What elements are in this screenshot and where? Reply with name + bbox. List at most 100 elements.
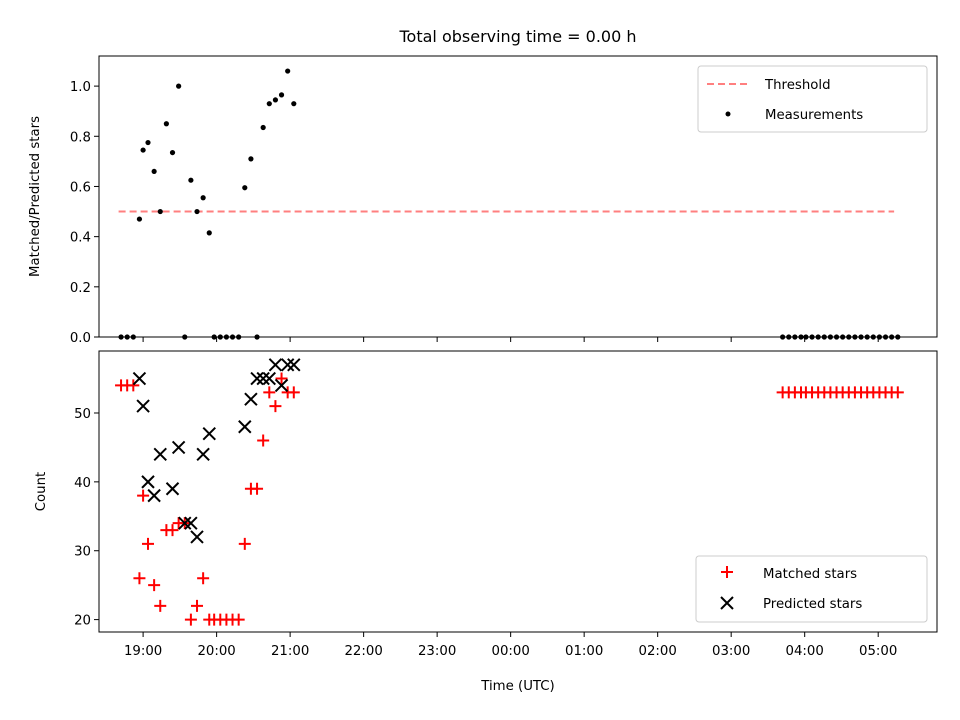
count-legend-box [695, 555, 928, 623]
ratio-panel-frame [98, 55, 938, 338]
ratio-y-ticks: 0.0 0.2 0.4 0.6 0.8 1.0 [70, 80, 99, 346]
matched-star-point [232, 613, 245, 626]
matched-star-point [166, 524, 179, 537]
predicted-star-point [196, 447, 210, 462]
measurement-point [188, 177, 194, 183]
x-tick-label: 23:00 [418, 644, 456, 659]
x-axis-label: Time (UTC) [480, 679, 555, 694]
measurement-point [200, 195, 206, 201]
matched-star-point [137, 489, 150, 502]
predicted-star-point [132, 371, 147, 386]
matched-stars-legend-swatch [721, 566, 733, 578]
measurement-point [291, 101, 297, 107]
y-tick-label: 50 [74, 407, 91, 422]
threshold-legend-label: Threshold [764, 78, 831, 93]
y-tick-label: 0.6 [70, 180, 91, 195]
measurement-point [169, 149, 176, 156]
ratio-panel: 0.0 0.2 0.4 0.6 0.8 1.0 Matched/Predicted sta… [28, 55, 938, 346]
ratio-x-ticks [142, 337, 879, 342]
y-tick-label: 1.0 [70, 80, 91, 95]
measurement-point [242, 185, 248, 191]
chart-title: Total observing time = 0.00 h [398, 27, 636, 46]
matched-star-point [269, 400, 282, 413]
y-tick-label: 20 [74, 614, 91, 629]
matched-star-point [197, 572, 210, 585]
predicted-star-point [274, 378, 289, 393]
measurement-point [136, 216, 143, 222]
measurement-point [151, 168, 157, 175]
measurement-point [140, 147, 146, 153]
predicted-stars-legend-label: Predicted stars [763, 597, 862, 612]
predicted-star-point [184, 516, 198, 530]
x-tick-label: 04:00 [786, 644, 824, 659]
x-tick-label: 05:00 [859, 644, 897, 659]
predicted-star-point [190, 530, 204, 544]
matched-star-point [275, 372, 288, 385]
measurement-point [157, 208, 163, 215]
measurement-point [176, 83, 182, 89]
count-legend: Matched stars Predicted stars [695, 555, 928, 623]
ratio-legend-box [697, 65, 928, 133]
measurement-point [194, 208, 200, 215]
matched-star-point [891, 386, 904, 399]
predicted-star-point [178, 516, 192, 530]
y-tick-label: 30 [74, 545, 91, 560]
predicted-star-point [141, 475, 155, 489]
measurement-point [278, 92, 285, 98]
measurement-point [260, 124, 266, 131]
predicted-star-point [165, 482, 180, 496]
matched-star-point [251, 482, 264, 495]
matched-stars-series [115, 372, 904, 626]
measurements-legend-swatch [725, 111, 731, 117]
predicted-stars-series [132, 358, 301, 544]
matched-star-point [148, 579, 161, 592]
y-tick-label: 0.2 [70, 281, 91, 296]
matched-star-point [287, 386, 300, 399]
y-tick-label: 0.8 [70, 130, 91, 145]
predicted-star-point [202, 426, 216, 441]
predicted-star-point [147, 488, 161, 503]
matched-star-point [263, 386, 276, 399]
measurement-point [248, 156, 254, 162]
predicted-stars-legend-swatch [720, 596, 734, 610]
matched-star-point [127, 379, 140, 392]
y-tick-label: 0.0 [70, 331, 91, 346]
x-tick-label: 03:00 [712, 644, 750, 659]
predicted-star-point [287, 358, 301, 372]
predicted-star-point [171, 440, 186, 455]
measurement-point [272, 97, 279, 103]
x-tick-label: 01:00 [565, 644, 603, 659]
predicted-star-point [153, 447, 167, 462]
x-tick-label: 02:00 [639, 644, 677, 659]
predicted-star-point [262, 371, 277, 386]
measurement-point [206, 230, 212, 236]
predicted-star-point [256, 371, 270, 386]
matched-star-point [154, 599, 167, 612]
predicted-star-point [250, 371, 264, 386]
measurement-point [285, 68, 291, 74]
matched-star-point [133, 572, 146, 585]
ratio-legend: Threshold Measurements [697, 65, 928, 133]
predicted-star-point [268, 358, 283, 372]
predicted-star-point [238, 420, 252, 434]
matched-star-point [142, 537, 155, 550]
measurement-point [163, 121, 169, 127]
count-y-ticks: 20 30 40 50 [74, 407, 99, 629]
count-panel-frame [98, 350, 938, 633]
measurements-legend-label: Measurements [765, 108, 863, 123]
matched-star-point [257, 434, 270, 447]
x-tick-label: 19:00 [124, 644, 162, 659]
x-tick-label: 00:00 [491, 644, 529, 659]
count-panel: 20 30 40 50 19:00 20:00 21:00 22:00 23:00 00:00 0… [34, 350, 938, 694]
y-tick-label: 40 [74, 476, 91, 491]
predicted-star-point [136, 399, 150, 413]
matched-star-point [191, 599, 204, 612]
matched-star-point [184, 613, 197, 626]
matched-stars-legend-label: Matched stars [763, 567, 857, 582]
ratio-y-axis-label: Matched/Predicted stars [28, 116, 43, 277]
measurement-point [145, 139, 151, 146]
predicted-star-point [244, 392, 258, 406]
y-tick-label: 0.4 [70, 231, 91, 246]
count-y-axis-label: Count [34, 472, 49, 512]
